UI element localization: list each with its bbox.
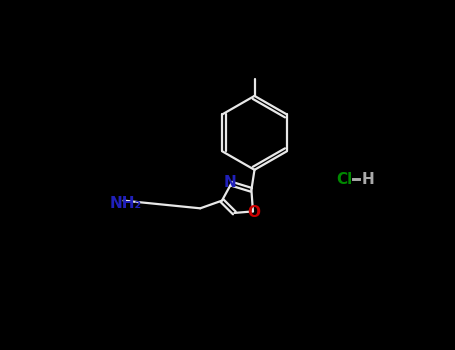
Text: O: O [247, 205, 260, 220]
Text: H: H [361, 172, 374, 187]
Text: NH₂: NH₂ [110, 196, 142, 211]
Text: Cl: Cl [336, 172, 352, 187]
Text: N: N [224, 175, 237, 190]
